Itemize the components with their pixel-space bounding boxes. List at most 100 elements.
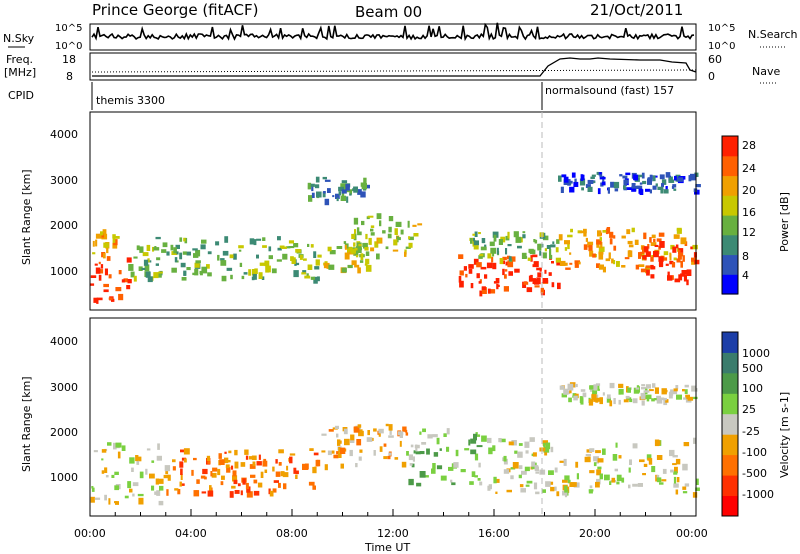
velocity-cell [378,428,384,434]
velocity-cell [415,444,418,452]
power-colorbar-swatch [722,195,738,216]
velocity-cell [593,456,599,462]
power-cell [661,179,667,185]
power-cell [651,234,656,239]
power-cell [638,264,645,267]
velocity-cell [295,470,299,475]
power-cell [261,276,265,280]
velocity-cell [591,393,597,400]
power-cell [579,230,584,234]
time-tick-20: 20:00 [579,527,611,540]
velocity-cell [231,485,236,489]
power-cell [481,287,487,294]
power-cell [614,188,619,192]
velocity-cell [525,450,529,454]
power-cell [349,193,352,196]
velocity-cell [379,446,383,452]
power-cell [276,259,282,262]
power-cell [537,272,542,278]
power-cell [694,259,700,265]
velocity-cell [543,446,550,453]
power-cell [476,273,480,279]
velocity-cell [595,481,600,488]
power-cell [533,261,539,267]
power-cell [653,250,659,258]
velocity-cell [520,488,526,493]
velocity-cell [684,483,690,487]
power-cell [672,184,677,188]
power-cell [601,181,606,186]
power-cell [354,229,357,234]
velocity-cell [107,442,112,446]
velocity-cell [589,470,595,474]
power-cell [642,255,647,260]
power-panel-frame [89,111,697,311]
velocity-cell [246,486,251,493]
power-cell [146,244,151,251]
velocity-cell [584,456,591,463]
power-cell [478,281,481,284]
velocity-cell [656,395,661,401]
power-cell [162,242,168,248]
power-cell [616,261,620,267]
power-cell [677,177,684,182]
velocity-cell [263,458,267,463]
power-cell [407,220,410,228]
power-cell [645,265,651,269]
velocity-cell [410,444,414,448]
power-cell [127,279,132,284]
vel-cbar-tick-1000: 1000 [742,347,770,360]
velocity-cell [597,385,600,390]
power-cell [600,241,603,249]
power-cell [499,258,504,265]
power-cell [277,247,282,251]
velocity-cell [108,498,111,505]
power-cell [682,255,685,262]
velocity-cell [225,460,231,463]
power-cell [527,257,532,261]
power-cell [258,272,263,279]
velocity-cell [195,490,198,496]
power-cell [479,290,483,297]
velocity-cell [101,449,107,453]
power-cell [502,268,505,276]
vel-cbar-tick-neg1000: -1000 [742,488,774,501]
power-cell [627,240,633,245]
power-cell [514,268,520,273]
velocity-cell [228,450,232,454]
freq-left-tick-bottom: 8 [66,70,73,83]
velocity-cell [569,482,575,487]
power-cell [233,253,237,260]
velocity-cell [543,442,546,447]
power-cell [170,244,174,251]
power-cell [609,238,613,245]
velocity-cell [595,383,601,386]
velocity-cell [691,385,696,392]
power-cell [356,246,362,253]
power-cbar-tick-8: 8 [742,250,749,263]
power-cell [368,237,372,245]
velocity-cell [104,467,108,473]
velocity-cell [521,470,527,475]
power-cell [101,233,108,240]
velocity-cell [656,474,660,479]
velocity-cell [665,399,669,403]
power-cell [349,190,352,195]
power-ytick-4000: 4000 [50,128,78,141]
power-ytick-2000: 2000 [50,219,78,232]
velocity-cell [253,490,260,496]
power-cell [154,246,157,250]
power-cell [621,265,626,268]
power-cell [542,252,547,259]
velocity-cell [131,467,134,472]
power-cell [599,176,606,180]
power-cell [649,174,653,182]
velocity-cell [117,451,121,459]
power-cell [90,275,97,278]
velocity-cell [378,433,381,437]
power-cell [590,176,595,179]
power-cell [581,187,584,191]
velocity-cell [593,462,597,467]
velocity-cell [636,385,640,389]
velocity-cell [673,388,678,392]
